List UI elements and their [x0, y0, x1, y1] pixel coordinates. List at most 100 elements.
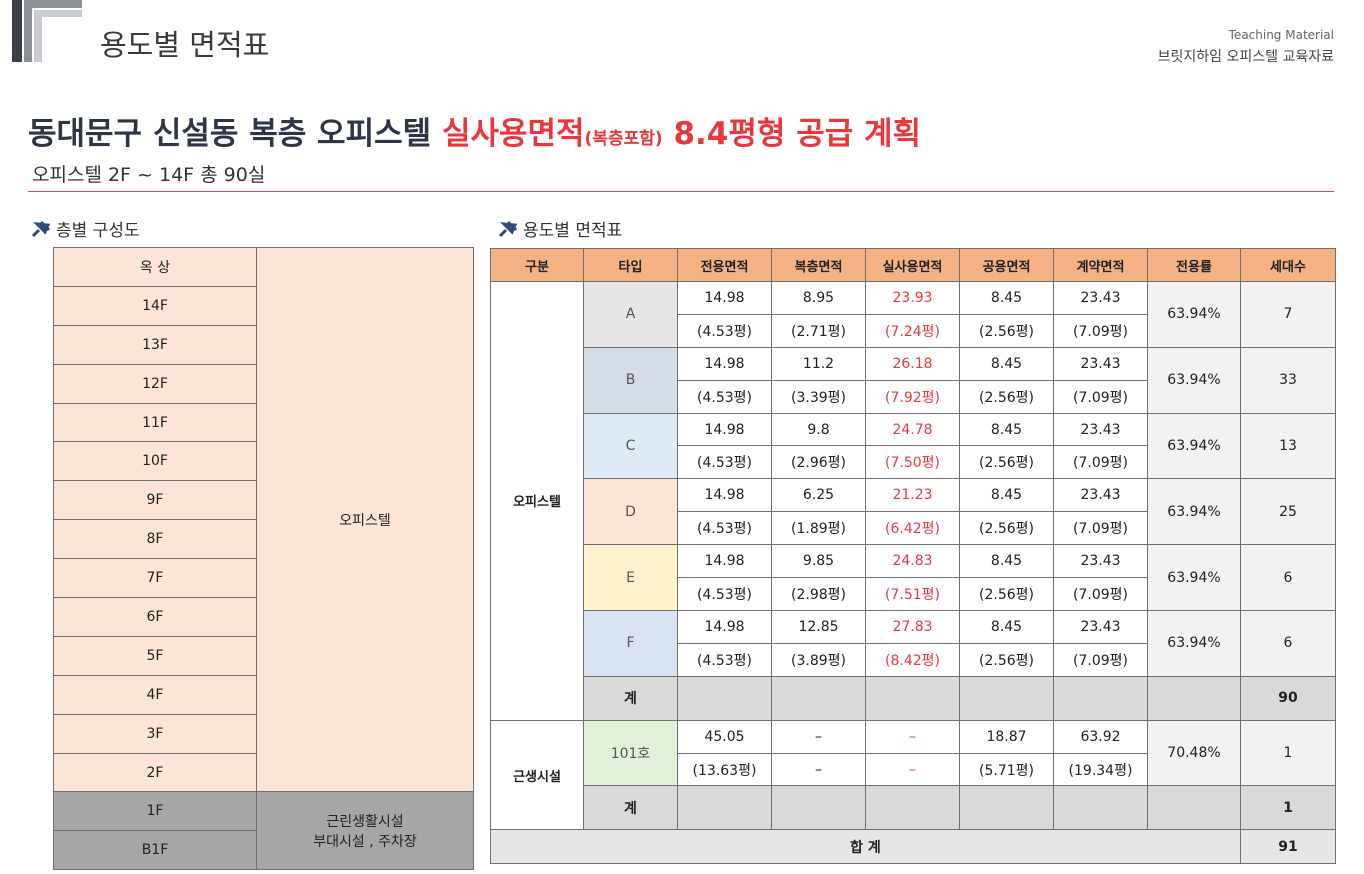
- section-title: 용도별 면적표: [523, 221, 623, 241]
- floor-label: 7F: [53, 558, 257, 599]
- floor-row: B1F: [53, 830, 474, 871]
- type-row: (4.53평) (2.98평) (7.51평) (2.56평) (7.09평): [491, 577, 1336, 611]
- column-header: 실사용면적: [865, 248, 960, 282]
- type-row: (4.53평) (1.89평) (6.42평) (2.56평) (7.09평): [491, 511, 1336, 546]
- area-value: 14.98: [677, 412, 772, 447]
- subtotal-row: 계 90: [491, 675, 1336, 721]
- area-value: –: [771, 719, 866, 754]
- floor-row: 10F: [53, 441, 474, 482]
- empty-cell: [677, 785, 772, 831]
- area-pyeong: (7.09평): [1053, 511, 1148, 546]
- floor-label: 12F: [53, 363, 257, 404]
- area-pyeong: (7.09평): [1053, 445, 1148, 480]
- floor-label: 4F: [53, 674, 257, 715]
- area-pyeong: (1.89평): [771, 511, 866, 546]
- area-pyeong: (3.39평): [771, 379, 866, 414]
- units: 7: [1240, 281, 1336, 348]
- area-value: 14.98: [677, 281, 772, 315]
- headline-text: 8.4평형 공급 계획: [662, 116, 922, 152]
- area-value: 23.93: [865, 281, 960, 315]
- units: 1: [1240, 719, 1336, 787]
- empty-cell: [959, 675, 1054, 721]
- type-name: F: [583, 609, 678, 677]
- headline-text: 동대문구 신설동 복층 오피스텔: [28, 116, 442, 152]
- header-title: 용도별 면적표: [100, 28, 270, 62]
- empty-cell: [1147, 675, 1241, 721]
- area-value: 8.95: [771, 281, 866, 315]
- floor-label: 13F: [53, 324, 257, 365]
- subtotal-label: 계: [583, 675, 678, 721]
- floor-label: 1F: [53, 791, 257, 832]
- floor-use-line: 근린생활시설: [326, 813, 404, 830]
- area-value: 63.92: [1053, 719, 1148, 754]
- ratio: 63.94%: [1147, 544, 1241, 611]
- floor-row: 8F: [53, 519, 474, 560]
- column-header: 구분: [490, 248, 584, 282]
- area-value: 27.83: [865, 609, 960, 644]
- divider: [28, 191, 1334, 192]
- section-title: 층별 구성도: [56, 221, 140, 241]
- subtitle: 오피스텔 2F ~ 14F 총 90실: [32, 164, 266, 186]
- area-value: 8.45: [959, 281, 1054, 315]
- column-header: 복층면적: [771, 248, 866, 282]
- column-header: 전용률: [1147, 248, 1241, 282]
- floor-use: 오피스텔: [256, 246, 474, 793]
- floor-use-line: 부대시설 , 주차장: [313, 833, 417, 850]
- area-value: 9.85: [771, 544, 866, 579]
- floor-row: 4F: [53, 674, 474, 715]
- area-pyeong: (5.71평): [959, 752, 1054, 787]
- area-pyeong: (2.96평): [771, 445, 866, 480]
- empty-cell: [771, 785, 866, 831]
- total: 91: [1240, 829, 1336, 865]
- area-value: 23.43: [1053, 478, 1148, 513]
- header-label-en: Teaching Material: [1228, 28, 1334, 42]
- floor-label: 14F: [53, 285, 257, 326]
- floor-row: 11F: [53, 402, 474, 443]
- floor-label: 2F: [53, 752, 257, 793]
- floor-table: 옥 상 오피스텔 14F 13F 12F 11F 10F 9F 8F 7F 6F 5F 4F 3F 2F 1F…: [53, 246, 474, 871]
- area-pyeong: (2.98평): [771, 577, 866, 611]
- area-value: 8.45: [959, 544, 1054, 579]
- total-label: 합 계: [490, 829, 1241, 865]
- area-value: 14.98: [677, 609, 772, 644]
- area-value: 23.43: [1053, 544, 1148, 579]
- floor-row: 6F: [53, 597, 474, 637]
- area-pyeong: (2.56평): [959, 511, 1054, 546]
- area-value: –: [865, 719, 960, 754]
- area-value: 23.43: [1053, 609, 1148, 644]
- floor-label: 9F: [53, 480, 257, 521]
- empty-cell: [959, 785, 1054, 831]
- floor-label: 6F: [53, 597, 257, 637]
- column-header: 계약면적: [1053, 248, 1148, 282]
- area-pyeong: (6.42평): [865, 511, 960, 546]
- empty-cell: [771, 675, 866, 721]
- floor-row: 14F: [53, 285, 474, 326]
- total-row: 합 계 91: [490, 829, 1336, 865]
- floor-label: 3F: [53, 713, 257, 754]
- area-pyeong: (7.09평): [1053, 577, 1148, 611]
- area-pyeong: (2.56평): [959, 445, 1054, 480]
- area-value: 24.83: [865, 544, 960, 579]
- subtotal: 1: [1240, 785, 1336, 831]
- floor-label: 10F: [53, 441, 257, 482]
- area-pyeong: (7.09평): [1053, 313, 1148, 348]
- area-value: 45.05: [677, 719, 772, 754]
- area-value: 26.18: [865, 346, 960, 381]
- empty-cell: [1053, 675, 1148, 721]
- area-pyeong: (4.53평): [677, 511, 772, 546]
- area-pyeong: (7.50평): [865, 445, 960, 480]
- logo: [12, 0, 82, 62]
- type-row: (4.53평) (3.39평) (7.92평) (2.56평) (7.09평): [491, 379, 1336, 414]
- pin-icon: [498, 220, 518, 237]
- section-heading: 층별 구성도: [30, 216, 140, 241]
- floor-row: 3F: [53, 713, 474, 754]
- area-pyeong: (4.53평): [677, 313, 772, 348]
- floor-label: B1F: [53, 830, 257, 871]
- area-pyeong: (2.56평): [959, 642, 1054, 677]
- type-name: C: [583, 412, 678, 480]
- type-row: F 14.98 12.85 27.83 8.45 23.43 63.94% 6: [491, 609, 1336, 677]
- empty-cell: [677, 675, 772, 721]
- area-value: 21.23: [865, 478, 960, 513]
